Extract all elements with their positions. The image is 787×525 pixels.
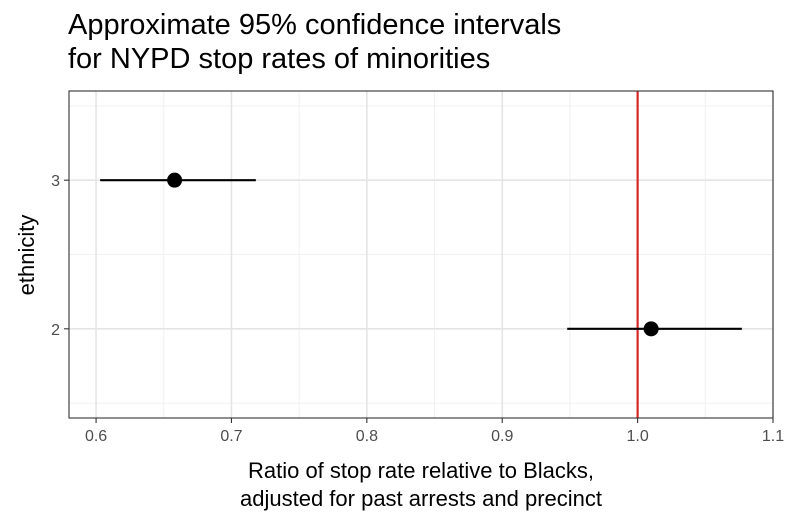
chart-title-line-1: Approximate 95% confidence intervals [68, 9, 562, 41]
x-tick-label: 1.0 [626, 428, 648, 445]
x-tick-label: 0.9 [491, 428, 513, 445]
data-marks [100, 172, 742, 337]
axes: 0.6 0.7 0.8 0.9 1.0 1.1 2 3 [51, 173, 784, 445]
x-axis-title-line-1: Ratio of stop rate relative to Blacks, [248, 458, 594, 483]
point-estimate [167, 172, 183, 188]
x-tick-label: 0.6 [85, 428, 107, 445]
y-tick-label: 3 [51, 173, 60, 190]
point-estimate [643, 321, 659, 337]
chart-title-line-2: for NYPD stop rates of minorities [68, 43, 491, 75]
x-axis-title-line-2: adjusted for past arrests and precinct [240, 486, 602, 511]
y-tick-label: 2 [51, 322, 60, 339]
x-tick-label: 0.7 [220, 428, 242, 445]
y-axis-title: ethnicity [14, 215, 39, 296]
chart-title: Approximate 95% confidence intervals for… [68, 8, 561, 76]
x-tick-label: 1.1 [762, 428, 784, 445]
x-tick-label: 0.8 [356, 428, 378, 445]
plot-border [68, 90, 774, 419]
